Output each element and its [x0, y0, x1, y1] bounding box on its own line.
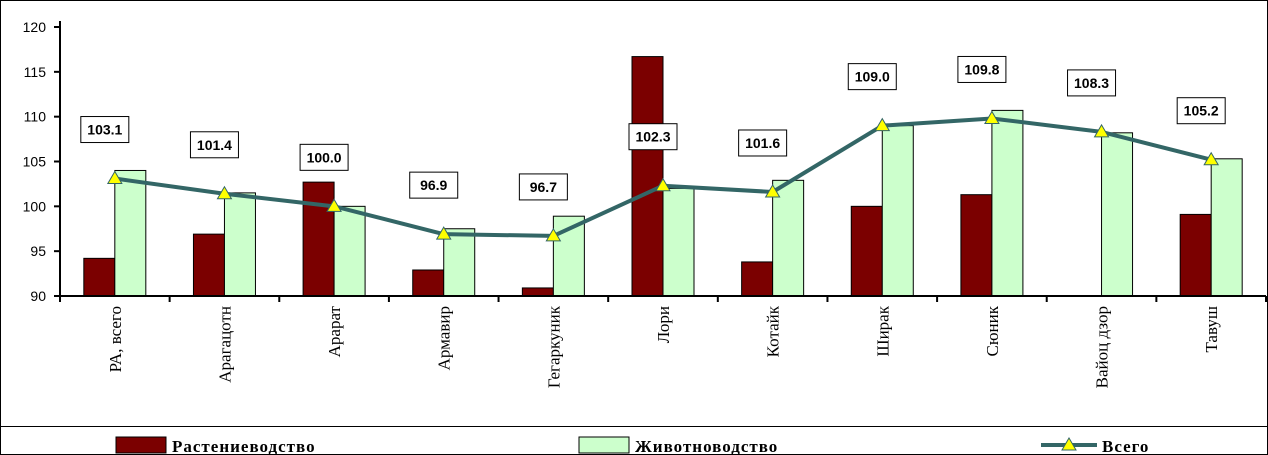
total-marker	[1203, 151, 1220, 166]
data-label: 109.0	[855, 69, 890, 85]
bar-livestock	[662, 187, 695, 297]
data-label: 109.8	[964, 61, 999, 77]
legend-swatch-plant	[115, 436, 167, 454]
total-marker	[326, 198, 342, 212]
y-tick-label: 120	[23, 19, 47, 35]
bar-livestock	[991, 109, 1024, 297]
legend-item-livestock: Животноводство	[578, 436, 778, 455]
legend-label-plant: Растениеводство	[172, 437, 316, 455]
data-label-box	[1176, 97, 1226, 125]
bar-plant	[83, 257, 116, 297]
data-label: 101.6	[745, 135, 780, 151]
bar-livestock	[1210, 158, 1243, 297]
legend-swatch-livestock	[578, 436, 630, 454]
total-marker	[874, 117, 891, 132]
x-category-label: Лори	[654, 306, 673, 343]
bar-livestock	[772, 179, 805, 297]
data-label-box	[628, 123, 678, 151]
x-category-label: Армавир	[435, 306, 454, 370]
bar-plant	[1179, 213, 1212, 297]
total-marker	[764, 183, 781, 198]
total-line-layer	[106, 110, 1220, 242]
data-label-box	[1067, 69, 1117, 97]
bar-livestock	[881, 125, 914, 297]
y-tick-label: 115	[24, 64, 47, 80]
y-tick-label: 110	[24, 109, 47, 125]
data-label-box	[518, 173, 568, 201]
bar-livestock	[443, 228, 476, 297]
y-tick-label: 95	[30, 243, 46, 259]
total-marker	[435, 226, 452, 240]
data-label-box	[80, 116, 130, 144]
data-label: 105.2	[1184, 103, 1219, 119]
bar-plant	[960, 194, 993, 297]
data-label: 101.4	[197, 137, 232, 153]
bar-livestock	[114, 169, 147, 297]
total-marker	[1093, 123, 1110, 138]
legend-marker-total	[1061, 437, 1077, 451]
x-category-label: Арарат	[325, 305, 344, 357]
axes-layer: 90 95 100 105 110 115 120 РА, всего Арагацотн Ара…	[23, 19, 1267, 388]
data-label-box	[957, 55, 1007, 83]
x-category-label: Котайк	[764, 305, 783, 357]
y-tick-label: 105	[23, 154, 47, 170]
total-marker	[216, 185, 233, 200]
data-labels-layer: 103.1 101.4 100.0 96.9 96.7 102.3 101.6 109.0 10…	[80, 55, 1226, 201]
x-category-label: Арагацотн	[215, 306, 234, 383]
total-marker	[106, 170, 123, 185]
data-label: 100.0	[307, 149, 342, 165]
data-label-box	[847, 63, 897, 91]
legend-label-livestock: Животноводство	[635, 437, 778, 455]
x-category-label: Сюник	[983, 305, 1002, 356]
data-label: 103.1	[87, 122, 122, 138]
bar-plant	[741, 261, 774, 297]
x-category-label: РА, всего	[106, 306, 125, 372]
data-label-box	[299, 143, 349, 171]
bar-plant	[192, 233, 225, 297]
data-label-box	[189, 131, 239, 159]
x-category-label: Гегаркуник	[544, 305, 563, 388]
bar-plant	[412, 269, 445, 297]
data-label-box	[738, 129, 788, 157]
total-marker	[984, 110, 1000, 124]
bar-livestock	[223, 192, 256, 297]
data-label-box	[409, 171, 459, 199]
bar-livestock	[1101, 132, 1134, 297]
legend-label-total: Всего	[1102, 437, 1149, 455]
bar-plant	[302, 181, 335, 297]
x-category-label: Тавуш	[1202, 306, 1221, 353]
total-marker	[655, 177, 671, 192]
y-tick-label: 100	[23, 198, 47, 214]
data-label: 102.3	[635, 129, 670, 145]
x-category-label: Ширак	[873, 305, 892, 356]
bar-plant	[521, 287, 554, 297]
legend: Растениеводство Животноводство Всего	[115, 436, 1149, 455]
bar-plant	[850, 205, 883, 297]
legend-item-plant: Растениеводство	[115, 436, 316, 455]
x-category-label: Вайоц дзор	[1093, 306, 1112, 388]
data-label: 96.7	[530, 179, 557, 195]
y-tick-label: 90	[30, 288, 46, 304]
legend-item-total: Всего	[1041, 437, 1149, 455]
total-marker	[545, 227, 562, 242]
data-label: 96.9	[420, 177, 447, 193]
bar-livestock	[333, 205, 366, 297]
bar-plant	[631, 56, 664, 297]
data-label: 108.3	[1074, 75, 1109, 91]
